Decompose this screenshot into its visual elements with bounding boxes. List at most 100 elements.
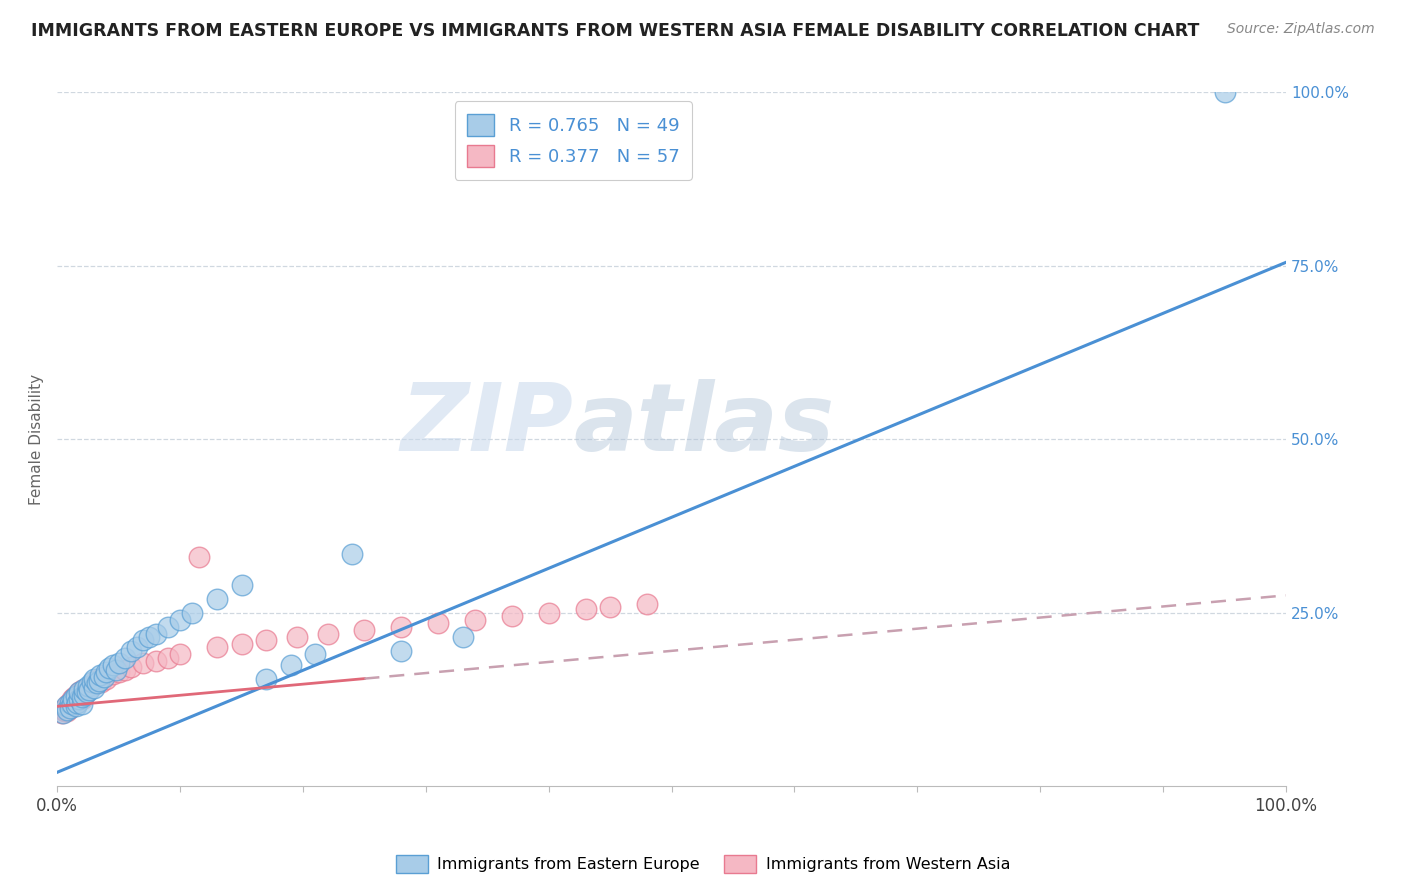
Point xyxy=(1213,86,1236,100)
Point xyxy=(67,692,90,706)
Point xyxy=(77,683,100,698)
Legend: Immigrants from Eastern Europe, Immigrants from Western Asia: Immigrants from Eastern Europe, Immigran… xyxy=(389,848,1017,880)
Point xyxy=(231,578,253,592)
Point xyxy=(70,690,93,705)
Point xyxy=(75,681,97,696)
Point xyxy=(89,668,111,682)
Point xyxy=(76,685,98,699)
Point xyxy=(65,689,87,703)
Point xyxy=(101,657,124,672)
Point xyxy=(537,606,560,620)
Point xyxy=(67,685,90,699)
Point xyxy=(105,663,128,677)
Point xyxy=(65,699,87,714)
Point xyxy=(60,698,83,712)
Point xyxy=(55,699,77,714)
Point xyxy=(52,703,75,717)
Point xyxy=(52,706,75,721)
Point xyxy=(86,673,108,688)
Text: ZIP: ZIP xyxy=(401,379,574,471)
Text: Source: ZipAtlas.com: Source: ZipAtlas.com xyxy=(1227,22,1375,37)
Point xyxy=(205,591,228,606)
Point xyxy=(90,675,112,690)
Point xyxy=(156,650,179,665)
Point xyxy=(101,666,124,681)
Point xyxy=(156,619,179,633)
Point xyxy=(340,547,363,561)
Point xyxy=(93,669,115,683)
Point xyxy=(77,679,100,693)
Point xyxy=(66,692,89,706)
Point xyxy=(169,613,191,627)
Point xyxy=(51,706,73,721)
Point xyxy=(107,656,129,670)
Point xyxy=(127,640,149,655)
Y-axis label: Female Disability: Female Disability xyxy=(30,374,44,505)
Point xyxy=(56,699,79,714)
Point xyxy=(501,609,523,624)
Point xyxy=(96,672,118,686)
Point xyxy=(62,692,84,706)
Point xyxy=(132,633,155,648)
Point xyxy=(63,690,86,705)
Point xyxy=(55,701,77,715)
Point xyxy=(69,689,91,703)
Point xyxy=(67,688,90,702)
Point xyxy=(53,704,76,718)
Point xyxy=(574,602,596,616)
Point xyxy=(114,650,136,665)
Point xyxy=(58,701,80,715)
Point xyxy=(114,663,136,677)
Point xyxy=(120,660,142,674)
Point xyxy=(169,648,191,662)
Point xyxy=(316,626,339,640)
Point xyxy=(83,676,105,690)
Point xyxy=(67,690,90,705)
Point xyxy=(145,654,167,668)
Point xyxy=(254,672,277,686)
Point xyxy=(96,665,118,679)
Point xyxy=(77,681,100,695)
Point xyxy=(87,673,110,688)
Point xyxy=(58,701,80,715)
Point xyxy=(304,648,326,662)
Point xyxy=(132,656,155,670)
Point xyxy=(389,644,412,658)
Point xyxy=(65,694,87,708)
Point xyxy=(83,672,105,686)
Point xyxy=(70,692,93,706)
Text: IMMIGRANTS FROM EASTERN EUROPE VS IMMIGRANTS FROM WESTERN ASIA FEMALE DISABILITY: IMMIGRANTS FROM EASTERN EUROPE VS IMMIGR… xyxy=(31,22,1199,40)
Point xyxy=(60,692,83,706)
Point xyxy=(231,637,253,651)
Point xyxy=(73,688,96,702)
Point xyxy=(83,681,105,695)
Point xyxy=(67,685,90,699)
Point xyxy=(58,696,80,710)
Point xyxy=(389,619,412,633)
Point xyxy=(145,626,167,640)
Point xyxy=(87,672,110,686)
Point xyxy=(181,606,204,620)
Point xyxy=(187,550,209,565)
Point xyxy=(62,696,84,710)
Point xyxy=(56,703,79,717)
Text: atlas: atlas xyxy=(574,379,835,471)
Point xyxy=(86,676,108,690)
Point xyxy=(66,696,89,710)
Point xyxy=(60,698,83,712)
Point xyxy=(205,640,228,655)
Point xyxy=(138,630,160,644)
Legend: R = 0.765   N = 49, R = 0.377   N = 57: R = 0.765 N = 49, R = 0.377 N = 57 xyxy=(454,102,692,180)
Point xyxy=(636,598,658,612)
Point xyxy=(80,675,103,690)
Point xyxy=(73,681,96,696)
Point xyxy=(93,669,115,683)
Point xyxy=(97,661,120,675)
Point xyxy=(254,633,277,648)
Point xyxy=(451,630,474,644)
Point xyxy=(65,689,87,703)
Point xyxy=(80,679,103,693)
Point xyxy=(120,644,142,658)
Point xyxy=(56,704,79,718)
Point xyxy=(353,623,375,637)
